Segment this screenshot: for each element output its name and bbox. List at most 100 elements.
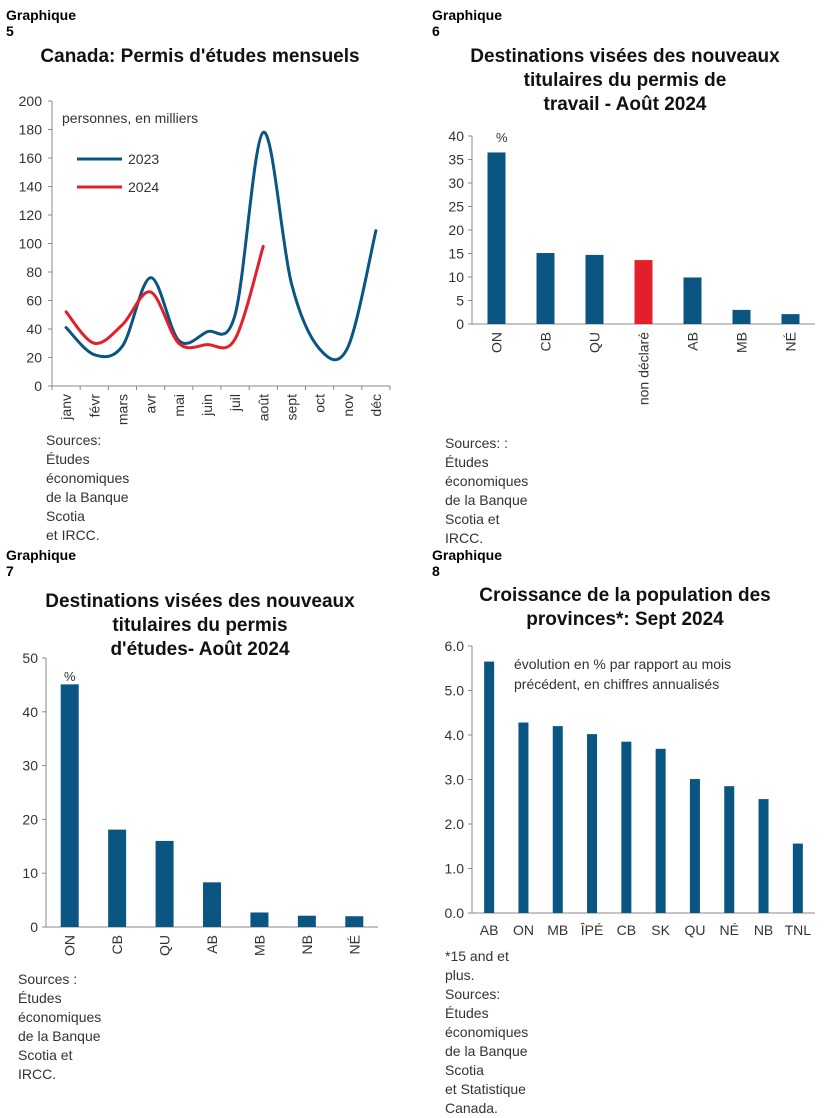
x-tick-label: mai [171, 394, 187, 417]
x-tick-label: mars [114, 394, 130, 425]
source-line: Sources: Études économiques de la Banque… [46, 432, 130, 524]
source-note: *15 and et plus. Sources: Études économi… [445, 947, 528, 1118]
x-tick-label: CB [538, 332, 554, 351]
y-tick-label: 40 [26, 321, 42, 337]
bar [758, 799, 769, 913]
y-tick-label: 20 [448, 222, 464, 238]
x-tick-label: non déclaré [636, 332, 652, 405]
bar [536, 253, 555, 324]
y-tick-label: 0.0 [445, 905, 465, 921]
bar [552, 726, 563, 913]
x-tick-label: QU [157, 935, 173, 956]
x-tick-label: SK [651, 922, 670, 938]
bar [60, 684, 79, 927]
unit-label: % [496, 130, 508, 145]
y-tick-label: 6.0 [445, 638, 465, 654]
y-tick-label: 1.0 [445, 861, 465, 877]
bar [585, 254, 604, 324]
x-tick-label: oct [312, 394, 328, 413]
y-tick-label: 80 [26, 264, 42, 280]
y-tick-label: 180 [19, 122, 43, 138]
x-tick-label: août [255, 394, 271, 421]
x-tick-label: TNL [785, 922, 812, 938]
x-tick-label: QU [587, 332, 603, 353]
y-tick-label: 15 [448, 246, 464, 262]
chart-title: Canada: Permis d'études mensuels [20, 45, 380, 69]
bar [484, 661, 495, 913]
y-tick-label: 35 [448, 152, 464, 168]
bar [634, 260, 653, 324]
y-tick-label: 3.0 [445, 772, 465, 788]
graph-label: Graphique 6 [432, 7, 503, 39]
chart-title-line: titulaires du permis [112, 615, 288, 636]
x-tick-label: MB [547, 922, 568, 938]
source-line: Sources: Études économiques de la Banque… [445, 986, 529, 1078]
graph-label: Graphique 5 [6, 7, 77, 39]
series-line-2023 [64, 130, 378, 362]
source-line: et IRCC. [46, 527, 100, 543]
y-tick-label: 4.0 [445, 727, 465, 743]
bar [587, 734, 598, 913]
bar [250, 912, 269, 927]
bar [781, 314, 800, 324]
source-line: Sources : Études économiques de la Banqu… [18, 971, 102, 1044]
x-tick-label: avr [143, 394, 159, 414]
chart-title-line: provinces*: Sept 2024 [526, 609, 724, 630]
y-tick-label: 40 [448, 128, 464, 144]
y-tick-label: 0 [30, 919, 38, 935]
x-tick-label: juil [227, 394, 243, 412]
source-line: et Statistique Canada. [445, 1081, 526, 1116]
y-tick-label: 5.0 [445, 683, 465, 699]
bar [683, 277, 702, 324]
y-tick-label: 200 [19, 93, 43, 109]
y-tick-label: 20 [22, 811, 38, 827]
bar [487, 152, 506, 324]
x-tick-label: AB [204, 935, 220, 954]
x-tick-label: déc [368, 394, 384, 417]
chart-title-line: Destinations visées des nouveaux [45, 591, 355, 612]
x-tick-label: nov [340, 394, 356, 417]
bar-chart-population-growth: 0.0 1.0 2.0 3.0 4.0 5.0 6.0 AB ON MB ÎPÉ CB SK QU NÉ NB… [445, 638, 815, 938]
bar [518, 722, 529, 913]
x-tick-label: CB [109, 935, 125, 954]
x-tick-label: QU [684, 922, 705, 938]
x-tick-label: ON [513, 922, 534, 938]
bar [724, 786, 735, 913]
bar [689, 779, 700, 913]
x-tick-label: ON [62, 935, 78, 956]
chart-title: Croissance de la population des province… [440, 584, 810, 632]
bar-chart-work-permits: 0 5 10 15 20 25 30 35 40 ON CB QU non déclaré AB MB NÉ% [448, 128, 815, 405]
bar [792, 843, 803, 913]
x-tick-label: juin [199, 394, 215, 417]
graph-label: Graphique 8 [432, 547, 503, 579]
y-tick-label: 160 [19, 150, 43, 166]
y-tick-label: 30 [22, 758, 38, 774]
y-tick-label: 40 [22, 704, 38, 720]
x-tick-label: MB [251, 935, 267, 956]
unit-label: personnes, en milliers [62, 110, 198, 126]
x-tick-label: AB [685, 332, 701, 351]
annotation-line: évolution en % par rapport au mois [514, 656, 731, 672]
y-tick-label: 10 [448, 269, 464, 285]
x-tick-label: sept [283, 394, 299, 421]
bar [297, 915, 316, 927]
x-tick-label: NB [754, 922, 773, 938]
graph-label: Graphique 7 [6, 547, 77, 579]
chart-title-line: Canada: Permis d'études mensuels [40, 46, 360, 67]
chart-title-line: titulaires du permis de [523, 70, 727, 91]
source-note: Sources : Études économiques de la Banqu… [18, 970, 101, 1084]
legend-label: 2023 [128, 151, 159, 167]
bar [345, 916, 364, 927]
chart-title-line: Destinations visées des nouveaux [470, 46, 780, 67]
annotation-line: précédent, en chiffres annualisés [514, 676, 719, 692]
x-tick-label: AB [480, 922, 499, 938]
source-line: Scotia et IRCC. [18, 1047, 73, 1082]
x-tick-label: CB [617, 922, 636, 938]
x-tick-label: MB [734, 332, 750, 353]
source-line: Scotia et IRCC. [445, 511, 500, 546]
bar [203, 882, 221, 927]
y-tick-label: 2.0 [445, 816, 465, 832]
x-tick-label: ÎPÉ [580, 922, 604, 938]
bar [655, 748, 666, 913]
